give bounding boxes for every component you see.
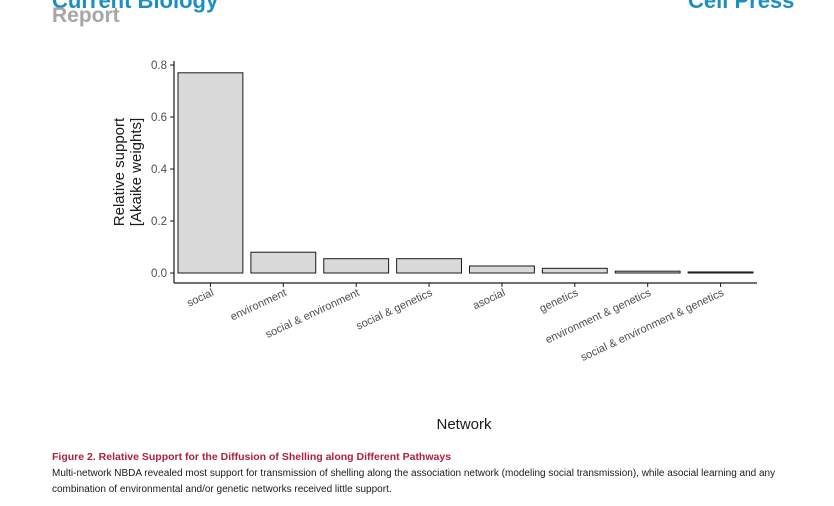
bar [323, 258, 390, 274]
y-tick-label: 0.4 [151, 164, 168, 176]
publisher-name: Cell Press [688, 0, 795, 13]
bar [250, 251, 317, 274]
bar-chart: 0.0 0.2 0.4 0.6 0.8 social environment social … [111, 60, 757, 433]
bar [614, 270, 681, 274]
y-axis: 0.0 0.2 0.4 0.6 0.8 [151, 60, 175, 283]
figure-caption-body: Multi-network NBDA revealed most support… [52, 468, 776, 495]
y-tick-label: 0.0 [151, 268, 167, 280]
x-tick-label: social & environment & genetics [579, 287, 726, 364]
journal-title: Current Biology [52, 0, 219, 13]
x-tick-label: social [185, 287, 216, 310]
figure-caption-title: Figure 2. Relative Support for the Diffu… [52, 451, 452, 463]
x-tick-label: environment [229, 287, 289, 323]
bar [177, 72, 244, 274]
bar [396, 258, 462, 274]
y-tick-label: 0.8 [151, 60, 167, 72]
publisher-logo-text: Cell Press [688, 0, 794, 14]
x-tick-label: social & genetics [354, 287, 434, 333]
bar [687, 271, 754, 274]
x-axis-label: Network [436, 416, 492, 433]
article-type: Report [52, 4, 120, 27]
y-tick-label: 0.2 [151, 216, 167, 228]
bar [541, 267, 608, 274]
y-axis-label-line2: [Akaike weights] [128, 118, 145, 226]
y-axis-label-line1: Relative support [111, 117, 128, 226]
x-tick-label: asocial [471, 287, 507, 312]
bars [177, 72, 754, 274]
bar [469, 265, 535, 274]
y-tick-label: 0.6 [151, 112, 167, 124]
x-tick-label: genetics [538, 287, 581, 315]
